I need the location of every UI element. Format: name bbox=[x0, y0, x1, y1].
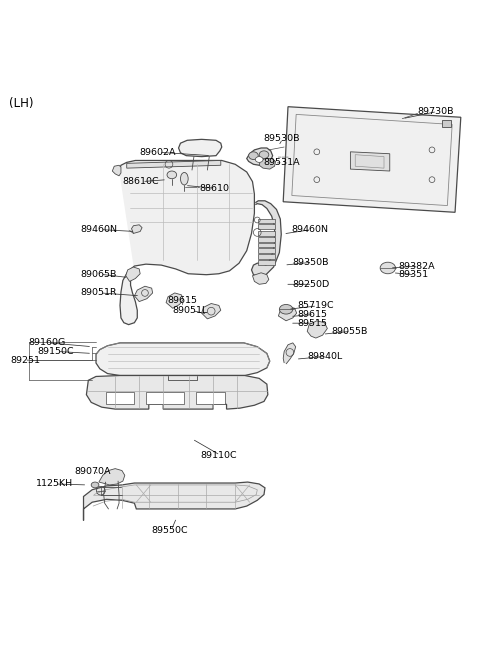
Polygon shape bbox=[127, 160, 221, 168]
Polygon shape bbox=[258, 248, 275, 253]
Text: 89150C: 89150C bbox=[37, 347, 74, 356]
Polygon shape bbox=[350, 152, 390, 171]
Ellipse shape bbox=[259, 151, 269, 159]
Polygon shape bbox=[252, 201, 281, 276]
Text: 89160G: 89160G bbox=[29, 339, 66, 347]
Text: 89602A: 89602A bbox=[139, 148, 176, 157]
Polygon shape bbox=[258, 224, 275, 229]
Text: 89382A: 89382A bbox=[398, 261, 435, 271]
Text: 89840L: 89840L bbox=[307, 352, 342, 361]
Text: 89065B: 89065B bbox=[81, 270, 117, 279]
Polygon shape bbox=[126, 267, 140, 282]
Polygon shape bbox=[283, 107, 461, 212]
Polygon shape bbox=[252, 272, 269, 284]
Polygon shape bbox=[278, 307, 297, 321]
Polygon shape bbox=[99, 468, 125, 485]
Polygon shape bbox=[196, 392, 225, 404]
Polygon shape bbox=[202, 303, 221, 319]
Polygon shape bbox=[132, 225, 142, 233]
Polygon shape bbox=[442, 120, 451, 127]
Text: 89460N: 89460N bbox=[81, 225, 118, 234]
Polygon shape bbox=[259, 159, 276, 169]
Text: 88610C: 88610C bbox=[122, 177, 159, 186]
Polygon shape bbox=[258, 242, 275, 248]
Text: 89615: 89615 bbox=[167, 296, 197, 305]
Polygon shape bbox=[86, 375, 268, 409]
Text: 89730B: 89730B bbox=[418, 107, 454, 116]
Polygon shape bbox=[84, 482, 265, 521]
Ellipse shape bbox=[255, 157, 263, 162]
Text: 85719C: 85719C bbox=[298, 301, 334, 310]
Polygon shape bbox=[258, 260, 275, 265]
Polygon shape bbox=[146, 392, 184, 404]
Polygon shape bbox=[106, 392, 134, 404]
Text: 89051R: 89051R bbox=[81, 288, 117, 297]
Polygon shape bbox=[258, 236, 275, 242]
Polygon shape bbox=[258, 254, 275, 259]
Polygon shape bbox=[166, 293, 183, 309]
Polygon shape bbox=[96, 343, 270, 375]
Ellipse shape bbox=[91, 482, 99, 488]
Text: 89070A: 89070A bbox=[74, 467, 110, 476]
Ellipse shape bbox=[167, 171, 177, 179]
Text: 88610: 88610 bbox=[199, 184, 229, 193]
Text: 89110C: 89110C bbox=[201, 451, 237, 460]
Ellipse shape bbox=[180, 172, 188, 185]
Polygon shape bbox=[179, 140, 222, 157]
Text: 89515: 89515 bbox=[298, 319, 327, 328]
Text: 1125KH: 1125KH bbox=[36, 479, 72, 489]
Polygon shape bbox=[283, 343, 296, 364]
Text: 89250D: 89250D bbox=[293, 280, 330, 289]
Polygon shape bbox=[258, 219, 275, 223]
Ellipse shape bbox=[249, 152, 258, 160]
Text: 89350B: 89350B bbox=[293, 257, 329, 267]
Polygon shape bbox=[258, 231, 275, 236]
Text: 89251: 89251 bbox=[11, 356, 40, 365]
Text: 89351: 89351 bbox=[398, 271, 429, 279]
Text: (LH): (LH) bbox=[9, 97, 33, 110]
Text: 89051L: 89051L bbox=[173, 306, 208, 315]
Text: 89531A: 89531A bbox=[263, 159, 300, 168]
Text: 89055B: 89055B bbox=[331, 327, 368, 336]
Polygon shape bbox=[119, 160, 254, 325]
Text: 89550C: 89550C bbox=[152, 525, 188, 534]
Text: 89615: 89615 bbox=[298, 310, 327, 319]
Text: 89530B: 89530B bbox=[263, 134, 300, 143]
Text: 89460N: 89460N bbox=[292, 225, 329, 234]
Ellipse shape bbox=[380, 262, 396, 274]
Polygon shape bbox=[134, 286, 153, 301]
Polygon shape bbox=[112, 165, 121, 176]
Ellipse shape bbox=[279, 305, 293, 314]
Polygon shape bbox=[307, 321, 327, 338]
Polygon shape bbox=[247, 148, 273, 165]
